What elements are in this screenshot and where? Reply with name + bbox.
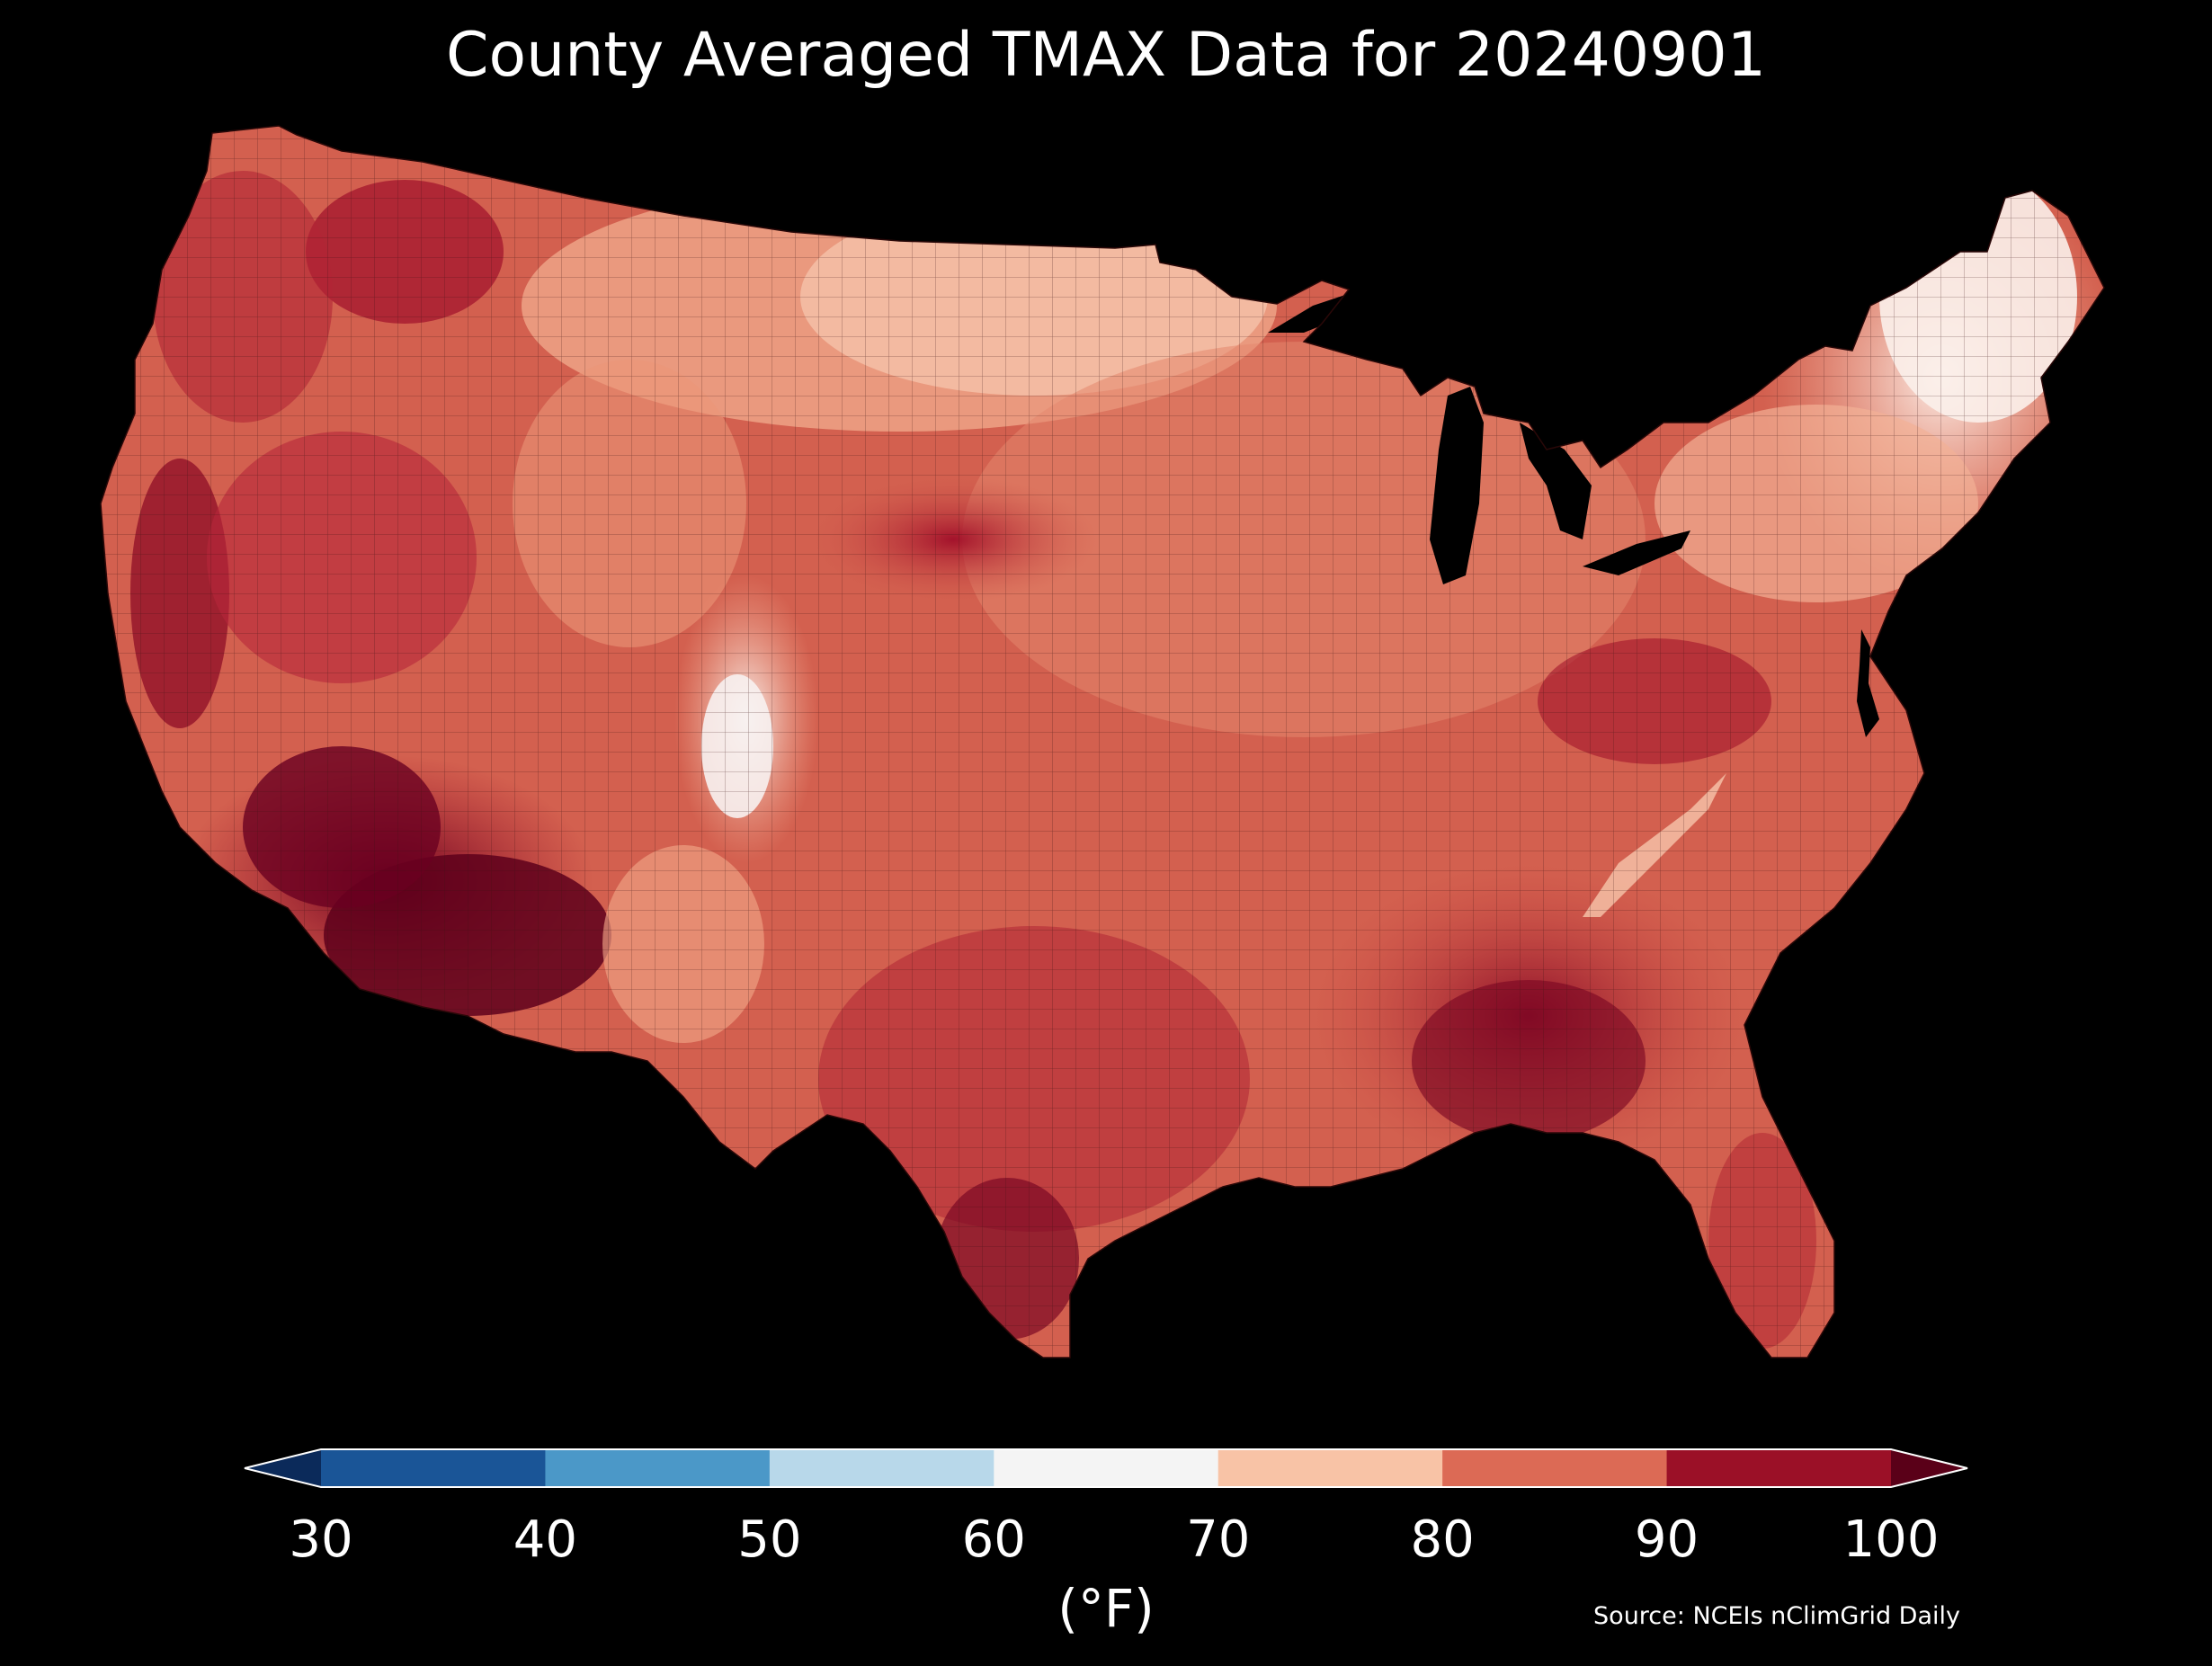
- colorbar-tick-label: 50: [737, 1510, 802, 1569]
- colorbar-tick-label: 90: [1634, 1510, 1699, 1569]
- map-title: County Averaged TMAX Data for 20240901: [446, 20, 1766, 91]
- colorbar-outline: [244, 1448, 1968, 1488]
- colorbar-tick-label: 100: [1842, 1510, 1940, 1569]
- lake-erie: [1583, 530, 1690, 575]
- colorbar-bin: [1217, 1449, 1443, 1487]
- lake-huron: [1520, 423, 1592, 539]
- colorbar-under-arrow: [245, 1449, 321, 1487]
- lake-superior: [1268, 270, 1403, 333]
- colorbar-tick-label: 30: [289, 1510, 353, 1569]
- colorbar-tick-label: 70: [1186, 1510, 1251, 1569]
- colorbar-over-arrow: [1891, 1449, 1967, 1487]
- source-credit: Source: NCEIs nClimGrid Daily: [1593, 1602, 1960, 1630]
- colorbar-bin: [1666, 1449, 1892, 1487]
- colorbar-label: (°F): [1057, 1578, 1155, 1639]
- colorbar-tick-label: 60: [961, 1510, 1026, 1569]
- colorbar-bin: [769, 1449, 995, 1487]
- colorbar-bin: [545, 1449, 771, 1487]
- colorbar-tick-label: 80: [1410, 1510, 1475, 1569]
- colorbar-bin: [994, 1449, 1219, 1487]
- colorbar-tick-label: 40: [513, 1510, 578, 1569]
- colorbar-bin: [1442, 1449, 1668, 1487]
- colorbar-bin: [321, 1449, 546, 1487]
- lake-michigan: [1430, 387, 1484, 584]
- chesapeake: [1857, 629, 1879, 737]
